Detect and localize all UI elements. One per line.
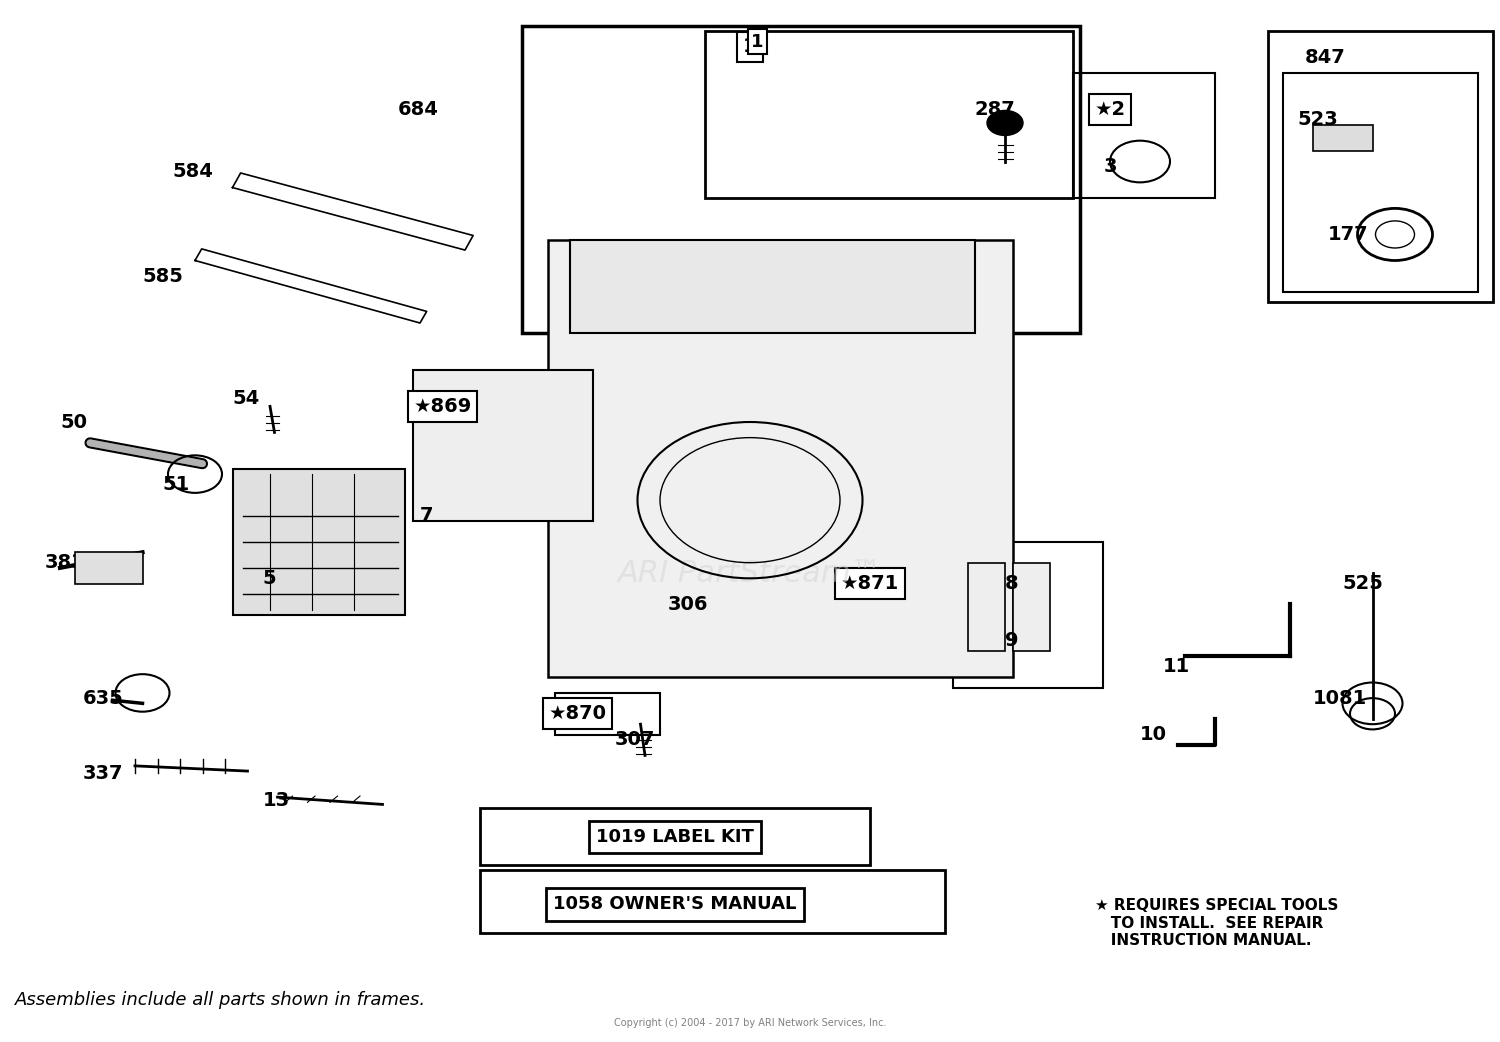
Text: 1: 1 — [752, 32, 764, 51]
Bar — [555, 693, 660, 735]
Text: 306: 306 — [668, 595, 708, 614]
Bar — [968, 563, 1005, 651]
Bar — [952, 542, 1102, 688]
Text: 7: 7 — [420, 506, 434, 525]
Text: Copyright (c) 2004 - 2017 by ARI Network Services, Inc.: Copyright (c) 2004 - 2017 by ARI Network… — [614, 1018, 886, 1028]
Text: ★869: ★869 — [414, 397, 471, 416]
Text: 1: 1 — [742, 38, 758, 56]
Bar — [570, 240, 975, 333]
Text: ARI PartStream™: ARI PartStream™ — [618, 559, 882, 588]
Bar — [480, 808, 870, 865]
Text: 8: 8 — [1005, 574, 1019, 593]
Polygon shape — [232, 173, 472, 250]
Circle shape — [987, 110, 1023, 135]
Text: 54: 54 — [232, 389, 260, 407]
Text: 307: 307 — [615, 730, 656, 749]
Bar — [427, 380, 518, 422]
Bar — [1282, 73, 1478, 292]
Bar — [1312, 125, 1372, 151]
Text: 523: 523 — [1298, 110, 1338, 129]
Text: 3: 3 — [1102, 157, 1116, 176]
Text: 383: 383 — [45, 553, 86, 572]
Text: 1081: 1081 — [1312, 689, 1366, 708]
Bar — [1013, 563, 1050, 651]
Text: 51: 51 — [162, 475, 189, 494]
Bar — [1072, 73, 1215, 198]
Text: 11: 11 — [1162, 658, 1190, 676]
Bar — [75, 552, 142, 584]
Text: 177: 177 — [1328, 225, 1368, 244]
Text: 585: 585 — [142, 267, 183, 286]
Bar — [548, 240, 1012, 677]
Text: 13: 13 — [262, 791, 290, 810]
Text: 635: 635 — [82, 689, 123, 708]
Bar — [1268, 31, 1492, 302]
Text: ★870: ★870 — [549, 704, 606, 723]
Bar — [522, 26, 1080, 333]
Text: 847: 847 — [1305, 48, 1346, 67]
Text: 10: 10 — [1140, 725, 1167, 744]
Bar — [413, 370, 592, 521]
Text: 1019 LABEL KIT: 1019 LABEL KIT — [596, 827, 754, 846]
Text: 684: 684 — [398, 100, 438, 119]
Bar — [705, 31, 1072, 198]
Text: ★ REQUIRES SPECIAL TOOLS
   TO INSTALL.  SEE REPAIR
   INSTRUCTION MANUAL.: ★ REQUIRES SPECIAL TOOLS TO INSTALL. SEE… — [1095, 898, 1338, 948]
Text: 287: 287 — [975, 100, 1016, 119]
Polygon shape — [195, 249, 426, 323]
Bar — [480, 870, 945, 933]
Text: 50: 50 — [60, 413, 87, 431]
Text: 584: 584 — [172, 163, 213, 181]
Text: ★2: ★2 — [1095, 100, 1125, 119]
Bar — [847, 568, 952, 610]
Text: Assemblies include all parts shown in frames.: Assemblies include all parts shown in fr… — [15, 991, 426, 1010]
Text: 337: 337 — [82, 764, 123, 783]
Text: 5: 5 — [262, 569, 276, 588]
Text: 9: 9 — [1005, 631, 1019, 650]
Bar — [232, 469, 405, 615]
Text: ★871: ★871 — [842, 574, 898, 593]
Text: 525: 525 — [1342, 574, 1383, 593]
Text: 1058 OWNER'S MANUAL: 1058 OWNER'S MANUAL — [554, 895, 796, 914]
